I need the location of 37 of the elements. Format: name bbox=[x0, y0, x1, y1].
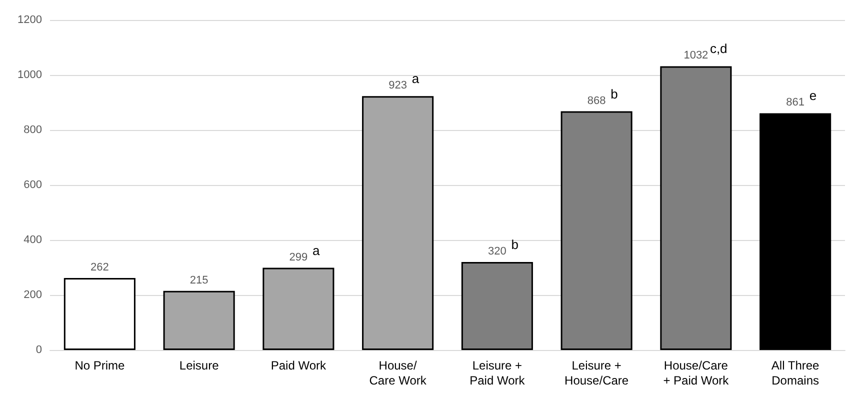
y-tick-label: 200 bbox=[24, 289, 42, 301]
data-label: 299 bbox=[289, 251, 308, 264]
annotation: e bbox=[809, 88, 817, 104]
annotation: a bbox=[412, 71, 420, 86]
annotation: b bbox=[610, 86, 618, 102]
data-label: 1032 bbox=[684, 50, 708, 62]
y-tick-label: 800 bbox=[24, 124, 42, 136]
data-label: 861 bbox=[786, 96, 804, 109]
data-label: 923 bbox=[388, 80, 407, 92]
bar bbox=[560, 111, 632, 350]
x-tick-label: House/Care + Paid Work bbox=[663, 358, 730, 388]
bar bbox=[362, 96, 434, 350]
data-label: 262 bbox=[90, 261, 109, 274]
x-tick-label: No Prime bbox=[74, 358, 126, 372]
y-tick-label: 1000 bbox=[18, 69, 42, 81]
annotation: c,d bbox=[710, 41, 728, 56]
x-tick-label: House/ Care Work bbox=[369, 358, 428, 388]
bar bbox=[163, 290, 235, 350]
y-tick-label: 0 bbox=[36, 344, 42, 356]
x-tick-label: Leisure + House/Care bbox=[564, 358, 629, 388]
data-label: 868 bbox=[587, 94, 606, 107]
annotation: a bbox=[312, 242, 320, 258]
x-tick-label: Leisure + Paid Work bbox=[470, 358, 526, 388]
bar bbox=[64, 278, 136, 350]
y-tick-label: 400 bbox=[24, 234, 42, 246]
data-label: 320 bbox=[488, 246, 506, 258]
bar bbox=[760, 113, 832, 350]
bar bbox=[262, 268, 334, 350]
x-tick-label: Leisure bbox=[179, 358, 220, 372]
bar bbox=[660, 66, 732, 350]
y-tick-label: 1200 bbox=[18, 14, 42, 26]
x-tick-label: All Three Domains bbox=[771, 358, 820, 388]
y-tick-label: 600 bbox=[24, 179, 42, 191]
x-tick-label: Paid Work bbox=[270, 358, 327, 372]
annotation: b bbox=[511, 237, 518, 252]
data-label: 215 bbox=[190, 274, 208, 286]
bar bbox=[461, 262, 533, 350]
